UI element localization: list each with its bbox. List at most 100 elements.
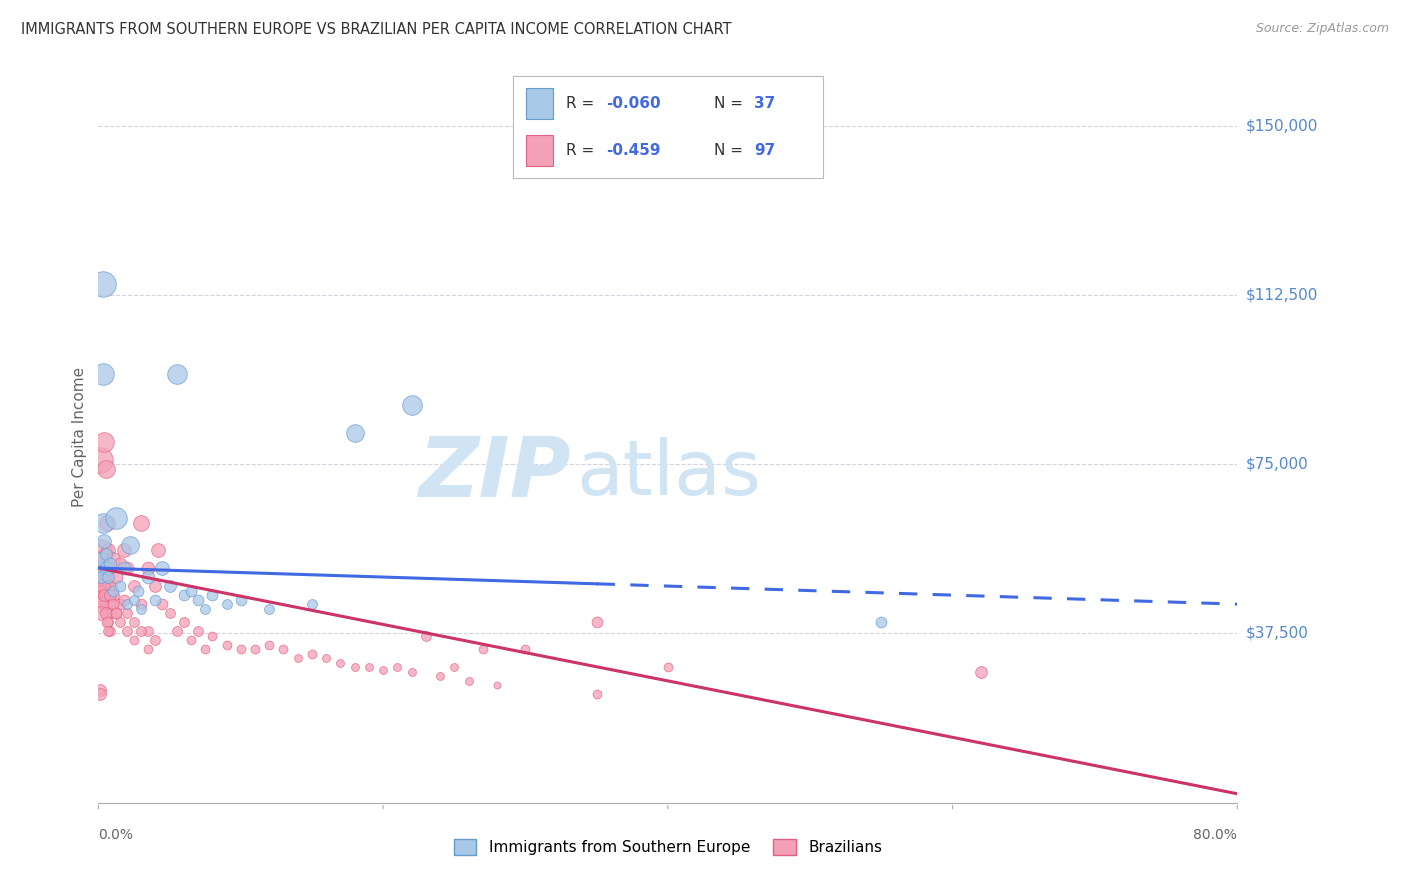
Point [259,601,281,615]
Point [91,367,114,381]
Point [93,533,115,548]
Point [129,601,152,615]
Text: N =: N = [714,96,748,111]
Point [97,543,120,558]
Point [486,678,509,692]
Point [329,656,352,670]
Point [145,579,167,593]
Text: 0.0%: 0.0% [98,828,134,842]
Point [229,642,252,657]
Point [387,660,409,674]
Point [457,673,479,688]
Point [243,642,266,657]
Text: -0.060: -0.060 [606,96,661,111]
Point [159,606,181,620]
Point [89,688,111,702]
Point [145,592,167,607]
Point [97,624,120,639]
Point [215,638,238,652]
Point [152,597,174,611]
Point [129,597,152,611]
Point [93,588,115,602]
Point [91,570,114,584]
Point [90,579,112,593]
Text: -0.459: -0.459 [606,144,661,158]
Point [90,543,112,558]
Point [108,597,131,611]
Point [429,669,451,683]
Point [201,588,224,602]
Point [90,552,112,566]
Point [173,615,195,630]
Point [112,561,135,575]
Point [98,597,121,611]
Point [136,642,159,657]
Point [115,606,138,620]
Point [180,583,202,598]
Point [98,557,121,571]
Point [152,561,174,575]
Point [89,588,111,602]
Point [108,579,131,593]
Point [96,579,118,593]
Text: R =: R = [565,144,599,158]
Point [90,561,112,575]
Point [122,592,145,607]
Text: 80.0%: 80.0% [1194,828,1237,842]
Point [108,615,131,630]
Point [108,557,131,571]
Point [104,570,127,584]
Point [89,682,111,697]
Point [118,538,141,552]
Point [89,561,111,575]
Point [112,592,135,607]
Text: ZIP: ZIP [419,434,571,514]
Point [357,660,380,674]
Point [136,624,159,639]
Point [180,633,202,648]
Point [90,606,112,620]
Point [194,601,217,615]
Point [166,367,188,381]
Point [401,665,423,679]
Point [373,663,395,677]
Point [443,660,465,674]
Text: $150,000: $150,000 [1246,118,1317,133]
Point [173,588,195,602]
Point [259,638,281,652]
Point [343,425,366,440]
Point [136,561,159,575]
Point [115,597,138,611]
Point [159,579,181,593]
Point [585,615,607,630]
Point [98,588,121,602]
Point [104,606,127,620]
Point [96,516,118,530]
Point [94,606,117,620]
Point [970,665,993,679]
Point [89,597,111,611]
Point [94,461,117,475]
Text: $112,500: $112,500 [1246,287,1317,302]
Point [127,583,149,598]
Text: 37: 37 [755,96,776,111]
Point [91,516,114,530]
Point [187,624,209,639]
Point [91,583,114,598]
Point [90,570,112,584]
FancyBboxPatch shape [526,88,554,119]
Text: $75,000: $75,000 [1246,457,1309,472]
Point [93,561,115,575]
Point [657,660,679,674]
Text: $37,500: $37,500 [1246,626,1309,641]
Point [91,552,114,566]
Point [101,583,124,598]
Point [145,633,167,648]
Point [301,597,323,611]
Point [115,561,138,575]
Point [94,548,117,562]
Point [101,597,124,611]
Point [122,633,145,648]
Point [187,592,209,607]
Point [97,570,120,584]
